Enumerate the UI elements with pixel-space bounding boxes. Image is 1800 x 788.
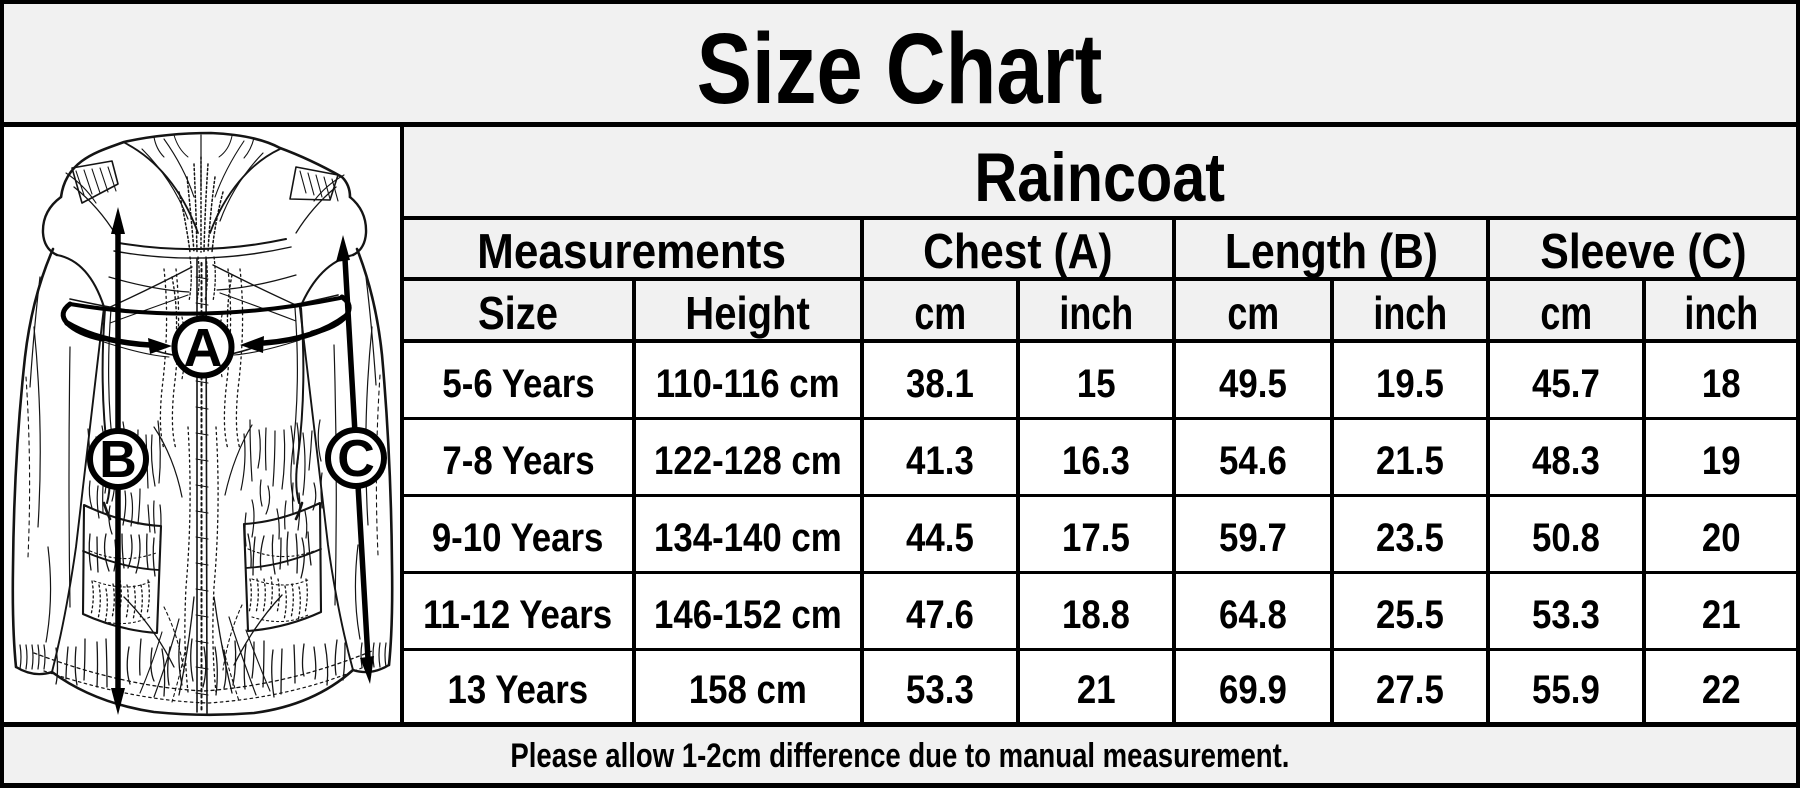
- svg-text:C: C: [337, 430, 375, 488]
- svg-text:A: A: [184, 318, 223, 378]
- svg-text:B: B: [99, 431, 137, 489]
